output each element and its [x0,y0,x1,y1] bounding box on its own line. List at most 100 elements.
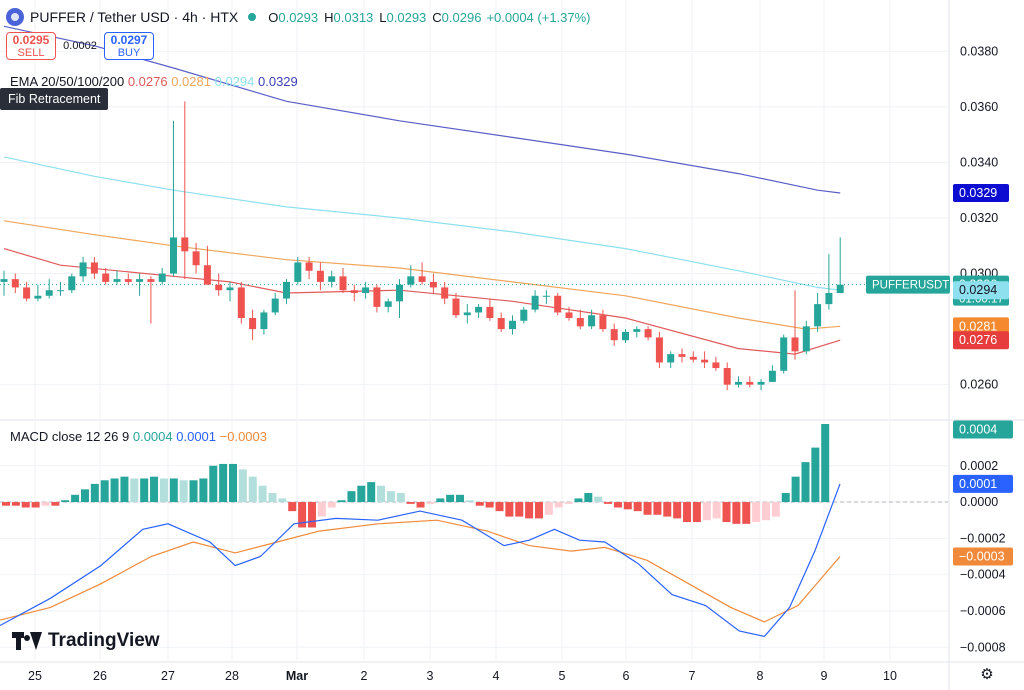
trade-panel: 0.0295 SELL 0.0002 0.0297 BUY [6,32,154,60]
macd-histogram-bar [248,476,257,503]
candle-body [11,279,19,288]
macd-histogram-bar [465,500,474,503]
open-label: O [268,9,279,25]
macd-histogram-bar [21,502,30,508]
candle-body [328,276,336,282]
time-axis-label-5: 5 [559,669,566,683]
macd-histogram-bar [525,502,534,519]
ema100-line [3,156,841,291]
macd-histogram-bar [229,463,238,503]
candle-body [215,284,223,291]
time-axis-label-9: 9 [821,669,828,683]
macd-histogram-bar [209,465,218,503]
macd-histogram-bar [623,502,632,510]
macd-histogram-bar [61,500,70,503]
candle-body [136,279,144,282]
candle-body [79,262,87,277]
candle-body [90,262,98,274]
ema-legend[interactable]: EMA 20/50/100/200 0.0276 0.0281 0.0294 0… [10,74,298,89]
candle-body [203,265,211,285]
candle-body [181,237,189,252]
settings-gear-icon[interactable]: ⚙ [980,666,994,683]
close-label: C [432,9,442,25]
puffer-logo-icon [6,8,24,26]
macd-histogram-bar [258,485,267,503]
candle-body [57,290,64,292]
macd-histogram-bar [298,502,307,528]
low-value: 0.0293 [386,9,427,25]
symbol-title[interactable]: PUFFER / Tether USD · 4h · HTX [30,9,239,25]
fib-retracement-tooltip: Fib Retracement [0,88,109,110]
macd-histogram-bar [110,478,119,503]
candle-body [350,290,358,293]
sell-label: SELL [17,47,45,59]
candle-body [316,270,324,282]
candle-body [689,356,697,360]
time-axis-label-4: 4 [493,669,500,683]
time-axis-label-2: 2 [361,669,368,683]
macd-histogram-bar [801,462,810,503]
candle-body [723,368,731,385]
time-axis-label-8: 8 [757,669,764,683]
macd-axis-label-−0.0006: −0.0006 [960,604,1006,618]
buy-button[interactable]: 0.0297 BUY [104,32,154,60]
macd-histogram-bar [821,424,830,503]
macd-histogram-bar [238,469,247,503]
candle-body [441,287,449,299]
macd-histogram-bar [594,496,603,503]
price-tag [953,184,1009,202]
high-value: 0.0313 [333,9,374,25]
macd-histogram-bar [337,500,346,503]
candle-body [158,273,166,282]
time-axis-label-27: 27 [161,669,175,683]
candle-body [520,309,528,321]
macd-histogram-bar [564,502,573,504]
sell-button[interactable]: 0.0295 SELL [6,32,56,60]
macd-histogram-bar [268,492,277,503]
macd-histogram-bar [11,502,20,506]
macd-histogram-bar [692,502,701,523]
macd-histogram-bar [554,502,563,508]
macd-tag [953,420,1013,439]
time-axis-label-7: 7 [689,669,696,683]
symbol-header: PUFFER / Tether USD · 4h · HTX O 0.0293 H… [6,6,591,28]
candle-body [836,284,844,293]
macd-histogram-bar [367,482,376,503]
macd-histogram-bar [406,502,415,504]
macd-line-value: 0.0001 [176,429,217,444]
price-axis-label-0.0260: 0.0260 [960,378,998,392]
macd-histogram-bar [456,494,465,503]
macd-histogram-bar [505,502,514,517]
candle-body [509,320,516,330]
candle-body [565,312,573,318]
candle-body [780,337,788,371]
macd-histogram-bar [663,502,672,517]
tradingview-logo[interactable]: TradingView [12,630,160,652]
candle-body [452,298,460,316]
macd-tag-text-−0.0003: −0.0003 [959,550,1005,564]
macd-axis-label-0.0002: 0.0002 [960,459,998,473]
candle-body [192,251,200,266]
low-label: L [379,9,387,25]
time-axis-label-25: 25 [28,669,42,683]
time-axis-label-3: 3 [427,669,434,683]
macd-histogram-bar [189,480,198,503]
ema50-value: 0.0281 [171,74,211,89]
candle-body [34,295,42,299]
tradingview-mark-icon [12,632,42,650]
macd-histogram-bar [485,502,494,508]
macd-histogram-bar [327,502,336,508]
macd-histogram-bar [159,478,168,503]
price-tag-text-0.0281: 0.0281 [959,319,997,333]
ema20-value: 0.0276 [127,74,168,89]
macd-histogram-bar [604,502,613,504]
macd-histogram-bar [41,502,50,506]
close-value: 0.0296 [441,9,482,25]
macd-legend[interactable]: MACD close 12 26 9 0.0004 0.0001 −0.0003 [10,429,267,444]
candle-body [791,337,799,352]
macd-histogram-bar [475,502,484,506]
candle-body [429,281,437,288]
candle-body [475,306,483,313]
macd-histogram-bar [179,480,188,503]
